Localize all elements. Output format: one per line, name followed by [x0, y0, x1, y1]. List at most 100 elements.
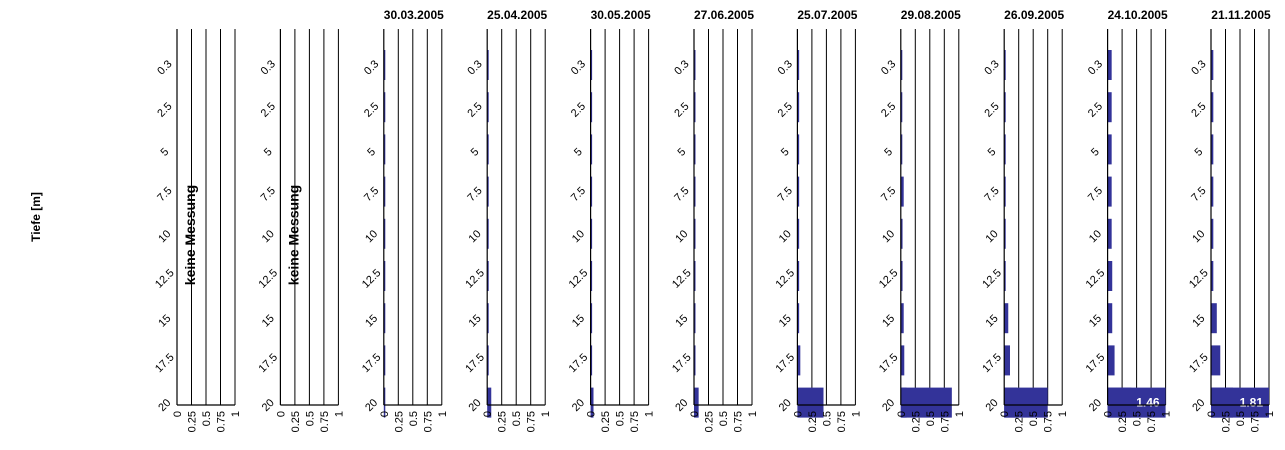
bar [1211, 176, 1214, 207]
bar [900, 50, 903, 80]
x-tick-label: 0.25 [290, 411, 302, 432]
depth-tick-label: 5 [158, 146, 171, 159]
bar [797, 134, 800, 165]
x-tick-label: 0.25 [497, 411, 509, 432]
bar [1211, 50, 1214, 80]
depth-tick-label: 12.5 [1187, 267, 1211, 291]
depth-tick-label: 10 [984, 228, 1001, 245]
panel-title: 30.03.2005 [384, 8, 444, 22]
depth-tick-label: 17.5 [256, 351, 280, 375]
bar [487, 345, 489, 376]
x-tick-label: 1 [850, 411, 862, 417]
depth-tick-label: 2.5 [155, 100, 174, 119]
bar [590, 50, 593, 80]
depth-tick-label: 0.3 [569, 58, 588, 77]
x-tick-label: 0.5 [1132, 411, 1144, 426]
panel-title: 29.08.2005 [901, 8, 961, 22]
depth-tick-label: 7.5 [569, 185, 588, 204]
depth-tick-label: 15 [260, 313, 277, 330]
x-tick-label: 0 [792, 411, 804, 417]
bar [1211, 218, 1214, 249]
x-tick-label: 0 [689, 411, 701, 417]
bar [1107, 261, 1113, 291]
bar [797, 218, 800, 249]
x-tick-label: 0.75 [1146, 411, 1158, 432]
y-axis-label: Tiefe [m] [29, 192, 43, 242]
x-tick-label: 1 [954, 411, 966, 417]
depth-tick-label: 12.5 [670, 267, 694, 291]
bar [487, 303, 489, 334]
bar [900, 303, 904, 334]
depth-tick-label: 0.3 [259, 58, 278, 77]
depth-tick-label: 15 [673, 313, 690, 330]
x-tick-label: 0 [172, 411, 184, 417]
depth-tick-label: 10 [363, 228, 380, 245]
x-tick-label: 1 [437, 411, 449, 417]
depth-tick-label: 5 [779, 146, 792, 159]
depth-tick-label: 7.5 [155, 185, 174, 204]
depth-tick-label: 10 [880, 228, 897, 245]
bar [900, 218, 903, 249]
x-tick-label: 0.25 [600, 411, 612, 432]
x-tick-label: 0.75 [526, 411, 538, 432]
bar [694, 345, 696, 376]
depth-tick-label: 7.5 [259, 185, 278, 204]
bar [383, 345, 386, 376]
depth-tick-label: 2.5 [259, 100, 278, 119]
panel-title: 21.11.2005 [1211, 8, 1271, 22]
bar [487, 50, 489, 80]
depth-tick-label: 7.5 [1189, 185, 1208, 204]
x-tick-label: 1 [644, 411, 656, 417]
bar [694, 261, 696, 291]
depth-tick-label: 10 [467, 228, 484, 245]
bar [694, 92, 696, 123]
bar [1107, 218, 1112, 249]
bar [694, 303, 696, 334]
bar [487, 218, 489, 249]
depth-tick-label: 0.3 [776, 58, 795, 77]
depth-tick-label: 0.3 [155, 58, 174, 77]
bar [383, 92, 386, 123]
bar [900, 92, 903, 123]
x-tick-label: 0.5 [1028, 411, 1040, 426]
bar [1107, 50, 1112, 80]
depth-tick-label: 20 [570, 397, 587, 414]
depth-tick-label: 20 [156, 397, 173, 414]
depth-tick-label: 20 [1087, 397, 1104, 414]
overflow-value-label: 1.81 [1240, 396, 1264, 410]
depth-tick-label: 10 [1190, 228, 1207, 245]
bar [694, 50, 696, 80]
depth-tick-label: 15 [1087, 313, 1104, 330]
depth-tick-label: 17.5 [773, 351, 797, 375]
x-tick-label: 0.5 [1235, 411, 1247, 426]
x-tick-label: 0.75 [733, 411, 745, 432]
depth-tick-label: 2.5 [776, 100, 795, 119]
bar [1004, 303, 1009, 334]
depth-tick-label: 20 [984, 397, 1001, 414]
bar [797, 176, 800, 207]
bar [1004, 387, 1048, 418]
bar [900, 134, 903, 165]
panel-title: 30.05.2005 [591, 8, 651, 22]
x-tick-label: 0.5 [615, 411, 627, 426]
depth-tick-label: 17.5 [877, 351, 901, 375]
bar [1004, 134, 1006, 165]
bar [900, 387, 952, 418]
bar [590, 387, 594, 418]
panel-title: 26.09.2005 [1004, 8, 1064, 22]
bar [383, 261, 386, 291]
bar [1107, 387, 1166, 418]
bar [694, 176, 696, 207]
x-tick-label: 0 [1206, 411, 1218, 417]
bar [1211, 387, 1269, 418]
depth-tick-label: 5 [1192, 146, 1205, 159]
bar [383, 387, 386, 418]
depth-tick-label: 12.5 [773, 267, 797, 291]
x-tick-label: 0.5 [821, 411, 833, 426]
depth-tick-label: 5 [469, 146, 482, 159]
depth-tick-label: 5 [986, 146, 999, 159]
depth-tick-label: 12.5 [360, 267, 384, 291]
depth-tick-label: 7.5 [879, 185, 898, 204]
bar [797, 303, 800, 334]
depth-tick-label: 2.5 [1189, 100, 1208, 119]
